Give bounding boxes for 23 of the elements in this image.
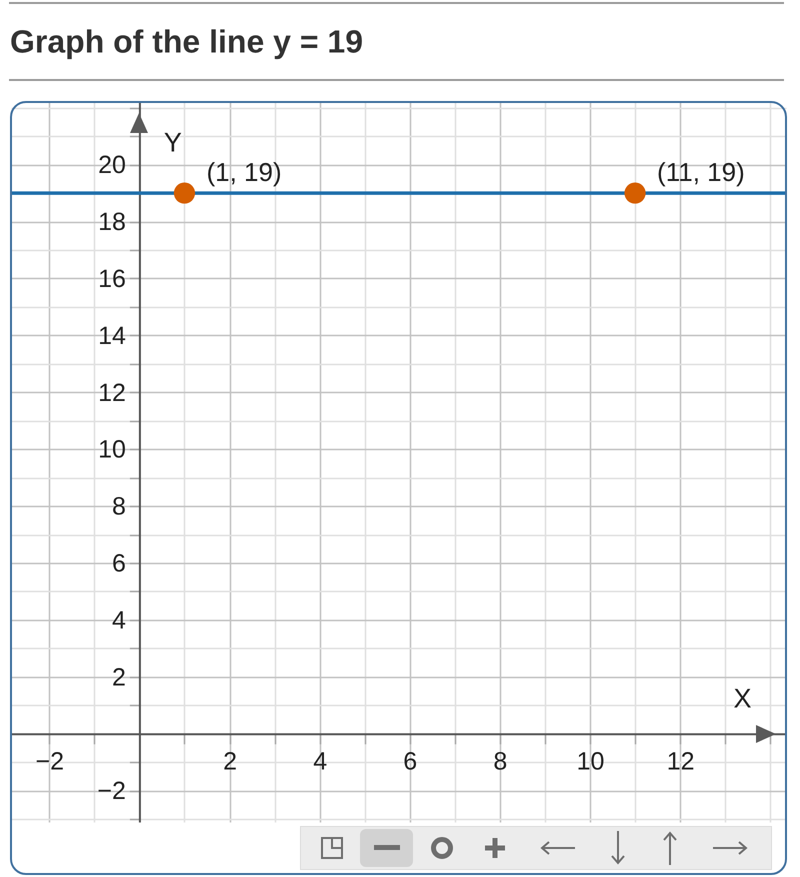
x-tick-label: 10 <box>576 747 604 776</box>
y-tick-label: 10 <box>98 436 126 464</box>
x-tick-label: 8 <box>493 747 508 776</box>
x-tick-label: 2 <box>223 747 237 776</box>
y-tick-label: 8 <box>112 492 126 521</box>
y-tick-label: 18 <box>98 208 126 236</box>
x-axis-title: X <box>733 683 752 714</box>
y-tick-label: 14 <box>98 322 126 350</box>
annotation: (11, 19) <box>657 157 745 188</box>
chart-title: Graph of the line y = 19 <box>10 24 363 60</box>
y-tick-label: 4 <box>112 606 126 634</box>
x-tick-label: 4 <box>313 747 328 776</box>
x-tick-label: 12 <box>666 747 695 776</box>
y-tick-label: 2 <box>112 663 126 692</box>
y-tick-label: 16 <box>98 264 126 293</box>
y-axis-title: Y <box>164 128 182 158</box>
y-tick-label: −2 <box>97 777 126 806</box>
y-tick-label: 20 <box>98 151 126 180</box>
x-tick-label: −2 <box>36 747 64 776</box>
annotation: (1, 19) <box>206 157 282 188</box>
x-tick-label: 6 <box>403 747 418 776</box>
y-tick-label: 6 <box>112 550 126 578</box>
y-tick-label: 12 <box>98 378 126 407</box>
